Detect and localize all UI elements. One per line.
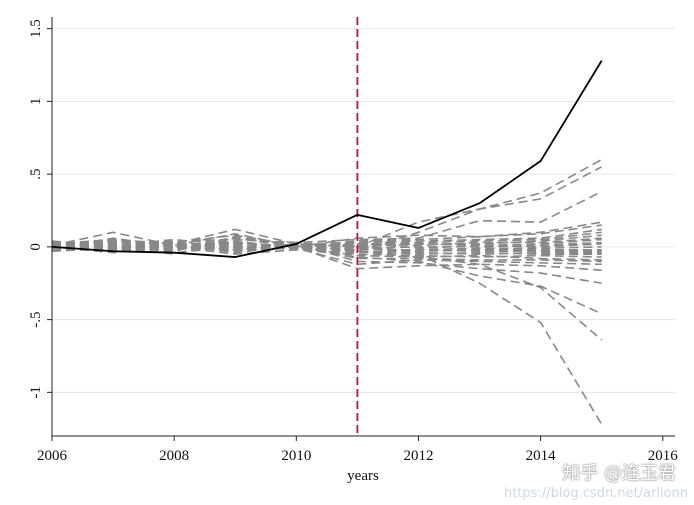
treated-line (51, 60, 603, 258)
x-tick-label: 2016 (648, 448, 679, 464)
x-tick-label: 2014 (526, 448, 557, 464)
placebo-line (51, 221, 602, 248)
y-tick-label: -1 (28, 386, 44, 399)
axes (51, 17, 675, 437)
watermark-url: https://blog.csdn.net/arlionn (503, 486, 688, 501)
y-tick-label: -.5 (28, 311, 44, 327)
y-tick-label: 1 (28, 98, 44, 106)
y-tick-label: .5 (28, 169, 44, 180)
x-tick-label: 2012 (403, 448, 433, 464)
y-tick-label: 0 (28, 243, 44, 251)
y-tick-label: 1.5 (28, 19, 44, 38)
placebo-line (52, 241, 602, 266)
x-tick-label: 2008 (159, 448, 189, 464)
plot-area (52, 17, 675, 436)
placebo-line (51, 243, 603, 425)
x-tick-label: 2006 (37, 448, 68, 464)
placebo-line (51, 243, 602, 271)
x-axis-ticks: 2006 2008 2010 2012 2014 2016 (37, 436, 678, 464)
x-axis-title: years (347, 468, 379, 484)
treated-series (51, 60, 603, 258)
placebo-line (51, 240, 602, 285)
x-tick-label: 2010 (281, 448, 311, 464)
watermark-main: 知乎 @连玉君 (562, 463, 676, 484)
placebo-series (51, 158, 603, 425)
placebo-line (51, 240, 602, 255)
y-axis-ticks: 1.51.50-.5-1 (28, 19, 52, 399)
placebo-line (51, 246, 602, 258)
